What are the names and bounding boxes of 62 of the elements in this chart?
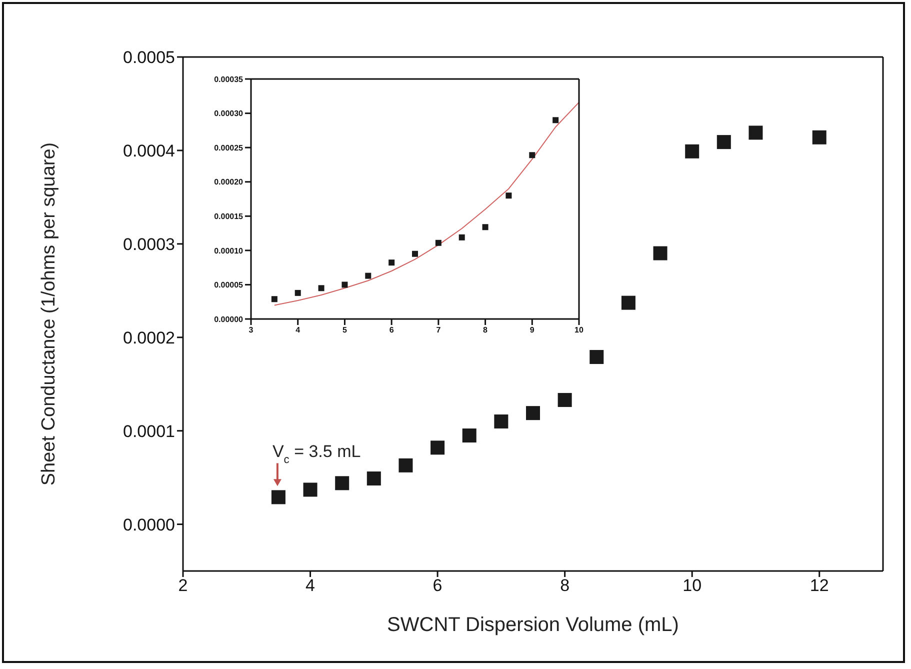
- x-tick-label: 10: [682, 576, 702, 596]
- x-tick-label: 8: [560, 576, 570, 596]
- x-tick-label: 9: [530, 326, 535, 335]
- y-tick-label: 0.00020: [214, 178, 244, 187]
- y-tick-label: 0.00015: [214, 212, 244, 221]
- point: [412, 250, 418, 257]
- line-series: [274, 102, 579, 306]
- point: [812, 130, 826, 144]
- y-tick-label: 0.0002: [123, 328, 175, 348]
- point: [462, 428, 476, 442]
- point: [398, 458, 413, 472]
- point: [365, 272, 372, 279]
- x-tick-label: 10: [574, 326, 584, 335]
- y-axis-title: Sheet Conductance (1/ohms per square): [38, 142, 60, 486]
- point: [552, 117, 559, 124]
- point: [590, 350, 604, 364]
- point: [558, 392, 572, 407]
- annotation: V$_{c}$ = 3.5 mL: [272, 442, 361, 466]
- y-tick-label: 0.0005: [123, 48, 175, 68]
- y-tick-label: 0.0003: [123, 234, 175, 254]
- y-tick-label: 0.00010: [214, 246, 244, 256]
- point: [716, 135, 731, 150]
- point: [653, 246, 668, 260]
- point: [748, 126, 763, 140]
- y-tick-label: 0.0000: [123, 515, 175, 534]
- point: [494, 414, 508, 428]
- x-tick-label: 3: [248, 326, 254, 335]
- point: [318, 285, 324, 292]
- x-tick-label: 6: [432, 576, 442, 596]
- x-tick-label: 7: [436, 326, 442, 335]
- y-tick-label: 0.00035: [214, 74, 244, 84]
- point: [271, 490, 286, 504]
- point: [388, 260, 395, 266]
- x-axis-title: SWCNT Dispersion Volume (mL): [387, 614, 679, 636]
- point: [506, 192, 512, 199]
- y-tick-label: 0.00005: [214, 280, 244, 290]
- point: [271, 296, 278, 302]
- point: [430, 440, 445, 455]
- x-tick-label: 12: [810, 576, 829, 596]
- y-tick-label: 0.0001: [123, 422, 175, 441]
- x-tick-label: 2: [178, 576, 188, 596]
- point: [621, 296, 636, 310]
- point: [335, 476, 350, 490]
- y-tick-label: 0.00030: [214, 109, 244, 118]
- point: [342, 282, 348, 288]
- point: [685, 144, 700, 158]
- x-tick-label: 4: [306, 576, 316, 596]
- y-tick-label: 0.0004: [123, 141, 175, 160]
- point: [294, 290, 301, 296]
- x-tick-label: 8: [483, 326, 488, 335]
- x-tick-label: 5: [342, 326, 348, 335]
- point: [482, 224, 488, 230]
- point: [435, 240, 442, 246]
- x-tick-label: 4: [296, 326, 301, 335]
- point: [529, 152, 536, 158]
- point: [526, 406, 540, 420]
- point: [458, 234, 465, 240]
- y-tick-label: 0.00025: [214, 143, 244, 152]
- point: [303, 482, 318, 497]
- y-tick-label: 0.00000: [214, 314, 244, 324]
- x-tick-label: 6: [389, 326, 394, 335]
- point: [366, 471, 381, 486]
